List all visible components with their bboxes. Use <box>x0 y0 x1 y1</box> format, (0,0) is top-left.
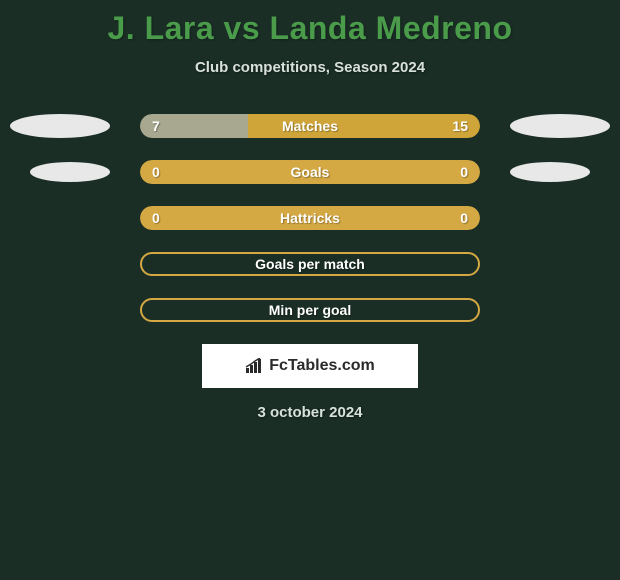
stat-row: 7 Matches 15 <box>0 114 620 138</box>
stat-label: Min per goal <box>269 302 351 318</box>
page-title: J. Lara vs Landa Medreno <box>0 0 620 47</box>
stat-right-value: 0 <box>460 210 468 226</box>
chart-icon <box>245 358 265 374</box>
stat-row: 0 Hattricks 0 <box>0 206 620 230</box>
stat-left-value: 0 <box>152 210 160 226</box>
stat-bar: Min per goal <box>140 298 480 322</box>
stat-row: Min per goal <box>0 298 620 322</box>
stat-label: Goals per match <box>255 256 365 272</box>
stat-row: 0 Goals 0 <box>0 160 620 184</box>
stat-label: Goals <box>291 164 330 180</box>
team-logo-left <box>10 114 110 138</box>
watermark-text: FcTables.com <box>269 357 375 375</box>
stat-label: Hattricks <box>280 210 340 226</box>
stat-label: Matches <box>282 118 338 134</box>
stat-bar: 7 Matches 15 <box>140 114 480 138</box>
team-logo-right <box>510 114 610 138</box>
stat-right-value: 15 <box>452 118 468 134</box>
date-text: 3 october 2024 <box>0 404 620 421</box>
stat-right-value: 0 <box>460 164 468 180</box>
subtitle: Club competitions, Season 2024 <box>0 59 620 76</box>
stat-bar: 0 Goals 0 <box>140 160 480 184</box>
stat-bar: 0 Hattricks 0 <box>140 206 480 230</box>
bar-fill-left <box>140 160 310 184</box>
comparison-content: 7 Matches 15 0 Goals 0 0 Hattricks 0 Goals per ma… <box>0 114 620 421</box>
stat-left-value: 7 <box>152 118 160 134</box>
team-logo-left <box>30 162 110 182</box>
stat-left-value: 0 <box>152 164 160 180</box>
stat-bar: Goals per match <box>140 252 480 276</box>
stat-row: Goals per match <box>0 252 620 276</box>
bar-fill-right <box>310 160 480 184</box>
team-logo-right <box>510 162 590 182</box>
watermark: FcTables.com <box>245 357 375 375</box>
watermark-box: FcTables.com <box>202 344 418 388</box>
